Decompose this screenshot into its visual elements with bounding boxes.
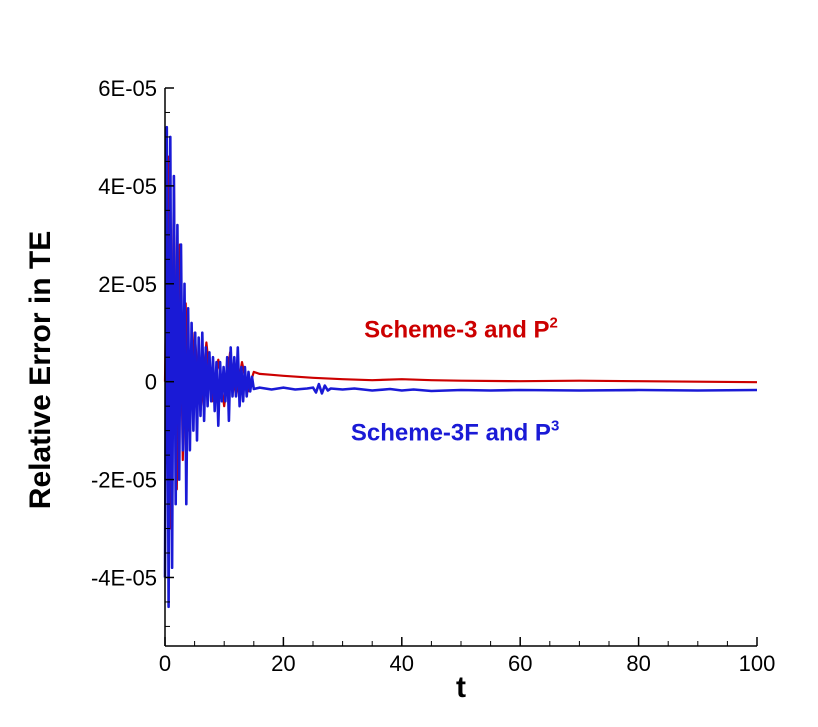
y-axis-title: Relative Error in TE	[24, 231, 57, 509]
y-tick-label: 2E-05	[98, 272, 157, 297]
axis-layer: 0 20 40 60 80 100 -4E-05 -2E-05 0 2E-05 4E-05 6E-05	[91, 76, 775, 676]
annotation-layer: Scheme-3 and P2 Scheme-3F and P3	[351, 315, 559, 447]
y-tick-label: 4E-05	[98, 174, 157, 199]
x-axis-title: t	[456, 671, 466, 704]
x-tick-label: 0	[159, 651, 171, 676]
y-tick-label: 6E-05	[98, 76, 157, 101]
x-tick-label: 100	[739, 651, 776, 676]
y-tick-label: -2E-05	[91, 468, 157, 493]
series-annotation-1: Scheme-3 and P2	[364, 315, 558, 344]
series-annotation-2: Scheme-3F and P3	[351, 417, 559, 446]
y-tick-label: 0	[145, 370, 157, 395]
series-line-2	[163, 125, 758, 609]
x-tick-label: 40	[390, 651, 414, 676]
series-layer	[163, 125, 758, 609]
y-tick-label: -4E-05	[91, 565, 157, 590]
x-tick-label: 80	[626, 651, 650, 676]
x-tick-label: 60	[508, 651, 532, 676]
x-tick-label: 20	[271, 651, 295, 676]
